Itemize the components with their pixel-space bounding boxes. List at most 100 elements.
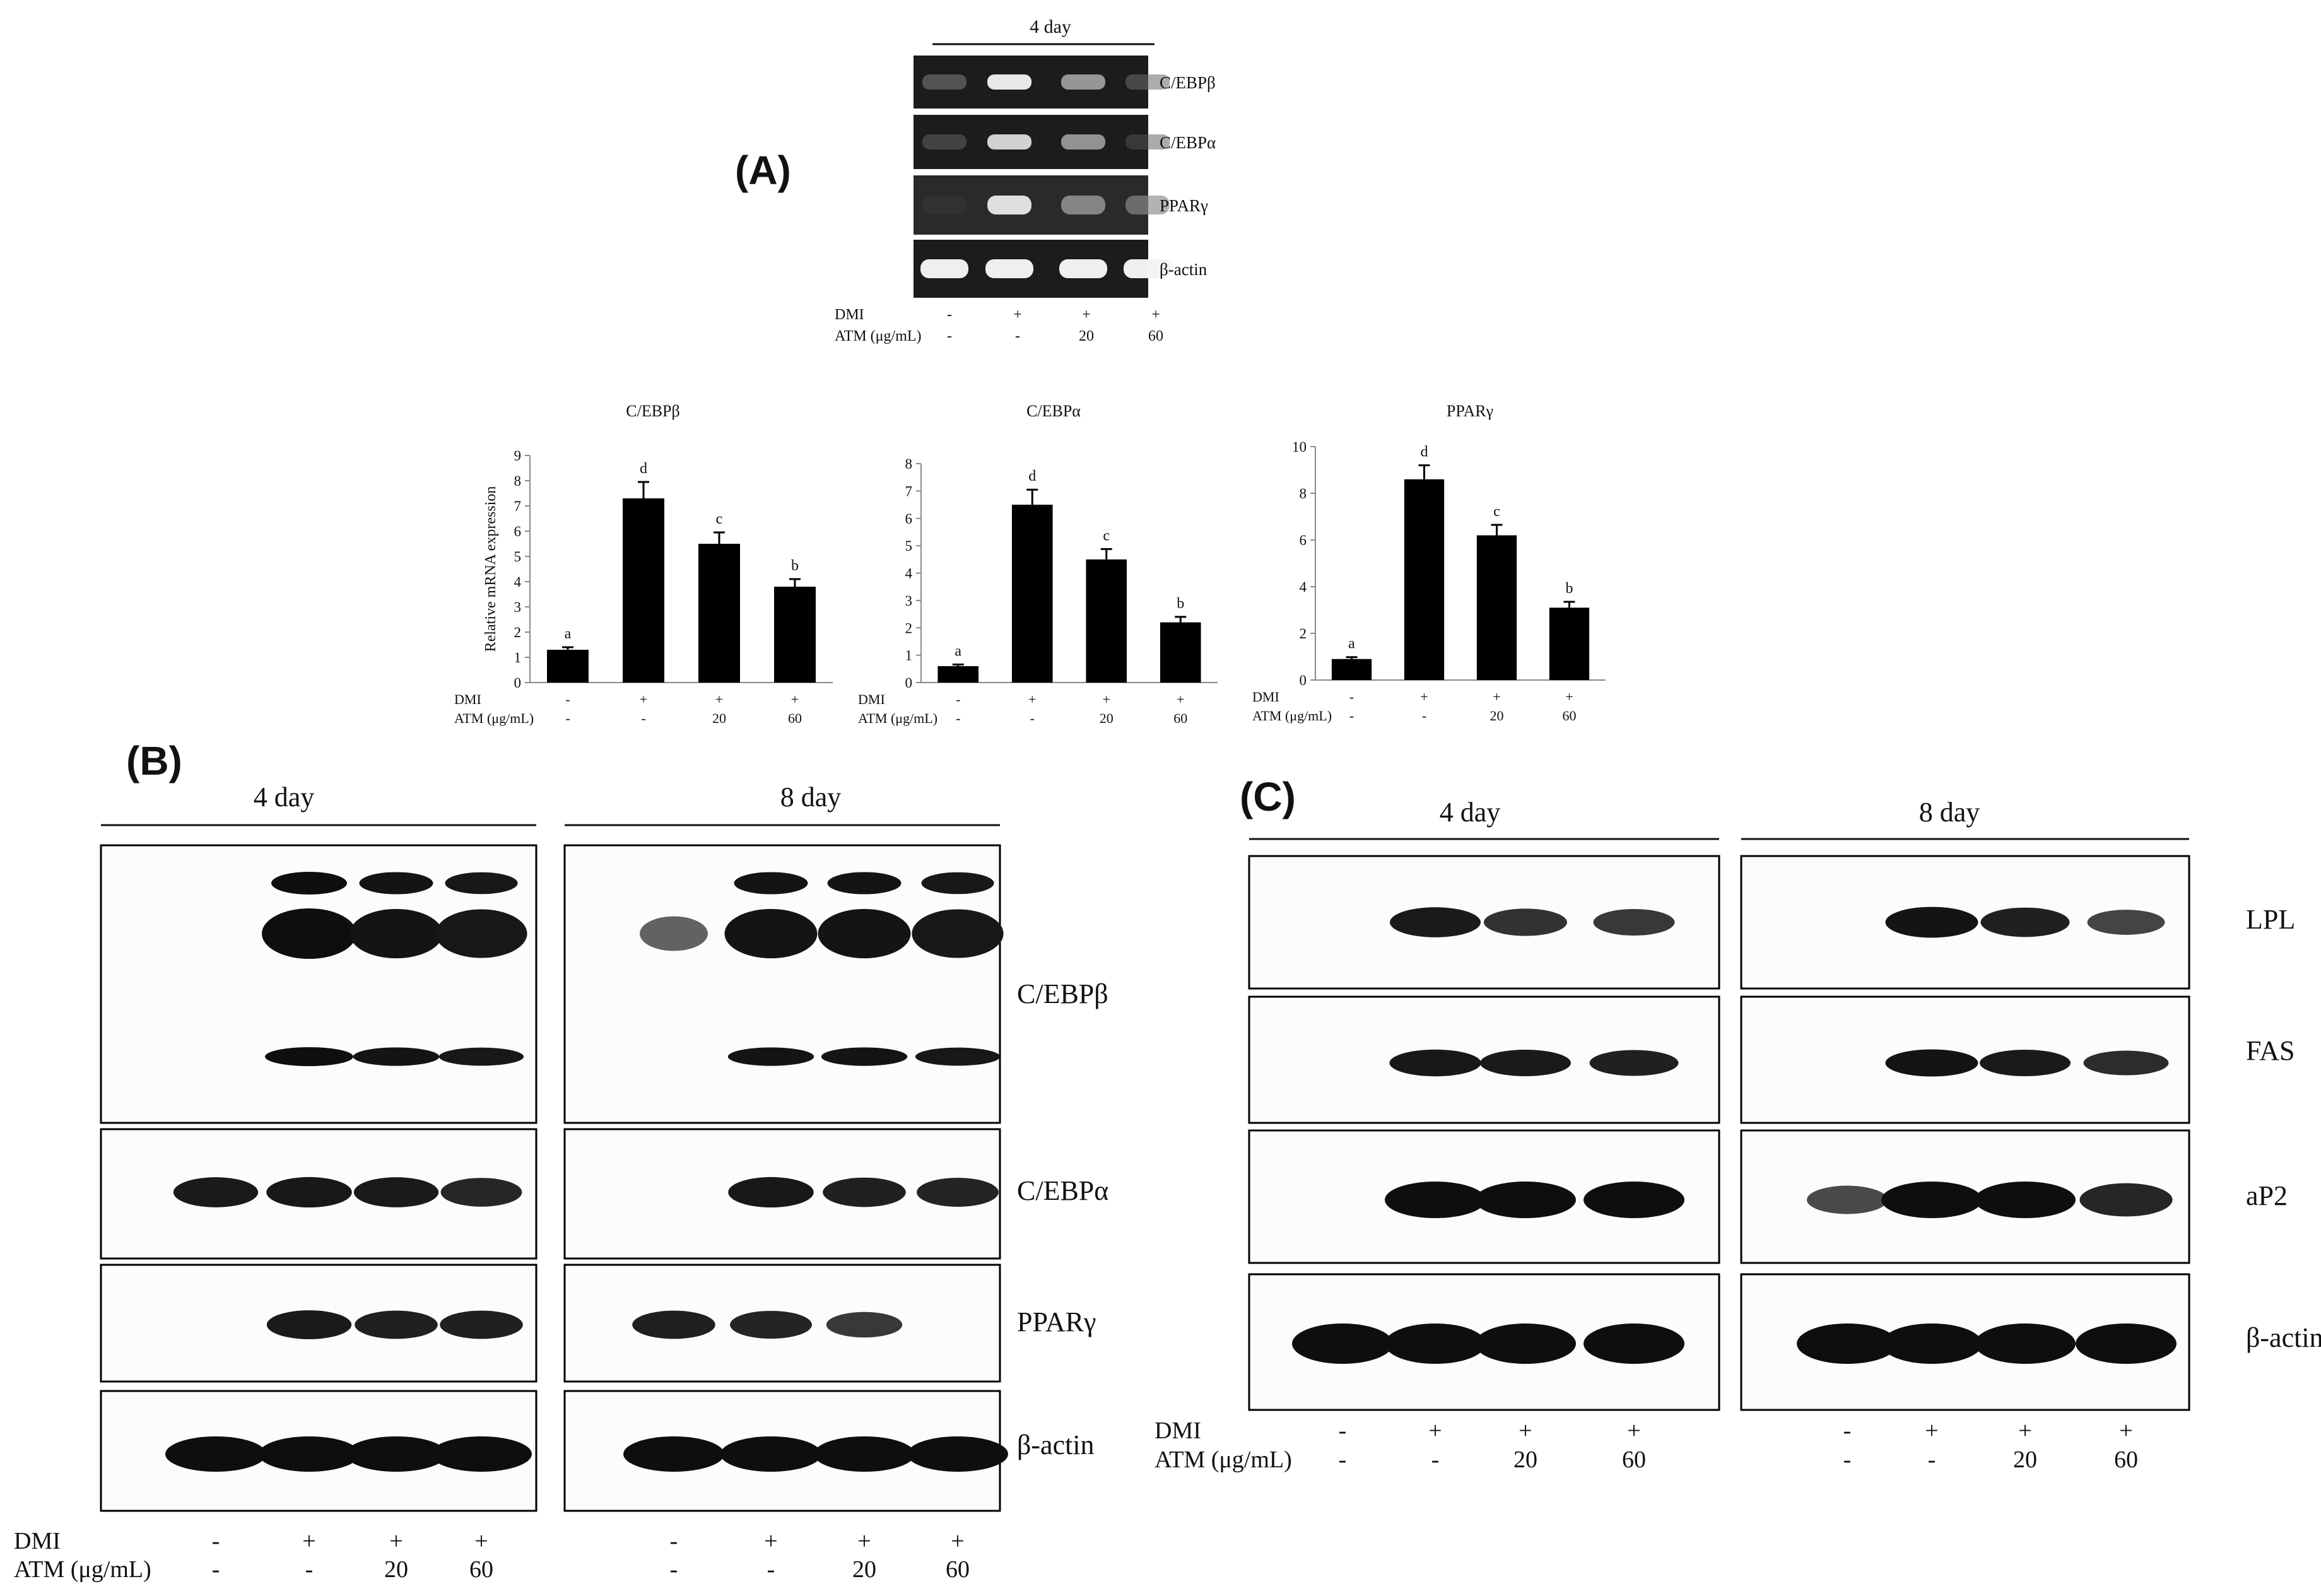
y-tick-label: 1: [514, 650, 522, 666]
chart-atm-value: 20: [712, 710, 726, 726]
significance-letter: c: [1493, 503, 1500, 520]
chart-title: PPARγ: [1447, 402, 1493, 420]
chart-dmi-value: +: [1420, 689, 1428, 705]
blot-band: [734, 872, 808, 895]
blot-day-label: 8 day: [1919, 797, 1980, 828]
blot-dmi-value: +: [474, 1528, 488, 1554]
gel-atm-value: 20: [1079, 328, 1094, 344]
blot-row-label: LPL: [2246, 904, 2295, 935]
blot-atm-value: 60: [946, 1556, 970, 1583]
blot-band: [2079, 1183, 2173, 1217]
blot-band: [915, 1047, 1001, 1066]
blot-band: [921, 872, 994, 895]
bar: [1011, 505, 1053, 683]
blot-band: [1593, 908, 1675, 936]
bar-chart: C/EBPβ Relative mRNA expression 0 1 2 3 4 5 6 7 8 9…: [454, 402, 833, 726]
chart-dmi-value: -: [565, 691, 570, 707]
significance-letter: a: [955, 643, 961, 659]
blot-dmi-value: +: [2119, 1417, 2132, 1444]
y-tick-label: 4: [905, 566, 913, 582]
blot-band: [907, 1436, 1008, 1472]
blot-band: [1589, 1050, 1679, 1076]
y-tick-label: 2: [514, 625, 522, 640]
chart-atm-label: ATM (μg/mL): [454, 710, 534, 726]
significance-letter: a: [565, 626, 572, 642]
gel-dmi-value: +: [1013, 307, 1022, 323]
significance-letter: a: [1348, 636, 1355, 652]
blot-band: [1475, 1323, 1576, 1364]
blot-band: [353, 1177, 439, 1207]
significance-letter: d: [1028, 468, 1036, 484]
blot-band: [438, 1047, 524, 1066]
gel-row: C/EBPβ: [914, 56, 1216, 109]
panel-b: (B) 4 day 8 day C/EBPβ C/EBPα PPARγ β-actin DM…: [14, 738, 1108, 1583]
blot-dmi-value: +: [764, 1528, 777, 1554]
blot-band: [912, 909, 1004, 958]
blot-atm-value: 60: [2114, 1446, 2138, 1473]
chart-dmi-value: +: [1565, 689, 1573, 705]
blot-band: [720, 1436, 821, 1472]
blot-band: [1480, 1049, 1571, 1077]
chart-dmi-value: +: [1028, 691, 1036, 707]
gel-row-label: β-actin: [1160, 260, 1208, 279]
blot-band: [346, 1436, 447, 1472]
blot-band: [350, 908, 443, 959]
y-tick-label: 8: [1300, 486, 1307, 502]
chart-atm-value: 60: [1563, 708, 1577, 724]
chart-dmi-value: +: [791, 691, 799, 707]
blot-band: [632, 1310, 715, 1339]
y-tick-label: 0: [514, 675, 522, 691]
bar: [1476, 535, 1517, 680]
blot-band: [823, 1177, 906, 1207]
blot-band: [1584, 1182, 1684, 1218]
gel-dmi-label: DMI: [835, 307, 864, 323]
gel-band: [1061, 134, 1105, 150]
chart-atm-value: 60: [788, 710, 802, 726]
blot-band: [724, 908, 818, 959]
bar: [1549, 607, 1590, 680]
blot-dmi-value: -: [670, 1528, 678, 1554]
gel-band: [985, 259, 1033, 278]
blot-row-label: PPARγ: [1017, 1306, 1096, 1337]
blot-band: [266, 1310, 352, 1339]
significance-letter: c: [716, 511, 723, 527]
gel-band: [922, 74, 967, 90]
blot-row-label: β-actin: [2246, 1322, 2321, 1353]
blot-band: [728, 1176, 814, 1208]
blot-atm-value: -: [670, 1556, 678, 1583]
blot-day-label: 4 day: [254, 782, 315, 813]
significance-letter: c: [1103, 527, 1110, 544]
gel-row-label: C/EBPα: [1160, 133, 1216, 152]
bar: [1404, 479, 1445, 680]
chart-atm-value: -: [1030, 710, 1035, 726]
gel-atm-value: -: [947, 328, 952, 344]
blot-day-label: 8 day: [780, 782, 842, 813]
blot-band: [1807, 1185, 1888, 1214]
blot-band: [259, 1436, 360, 1472]
chart-title: C/EBPα: [1026, 402, 1081, 420]
significance-letter: d: [1421, 444, 1428, 461]
gel-atm-value: 60: [1148, 328, 1163, 344]
blot-band: [173, 1177, 259, 1207]
blot-atm-value: 60: [469, 1556, 493, 1583]
blot-dmi-value: +: [1428, 1417, 1442, 1444]
blot-row-label: FAS: [2246, 1035, 2295, 1066]
gel-atm-label: ATM (μg/mL): [835, 328, 922, 344]
y-tick-label: 3: [905, 593, 913, 609]
chart-atm-value: -: [1349, 708, 1354, 724]
blot-atm-value: -: [1339, 1446, 1347, 1473]
blot-dmi-value: -: [1339, 1417, 1347, 1444]
gel-band: [1061, 74, 1105, 90]
blot-band: [814, 1436, 915, 1472]
bar: [623, 498, 664, 683]
blot-band: [730, 1310, 812, 1339]
blot-atm-value: -: [1928, 1446, 1936, 1473]
blot-row-label: aP2: [2246, 1180, 2288, 1211]
chart-atm-value: -: [641, 710, 645, 726]
gel-dmi-value: +: [1082, 307, 1091, 323]
y-tick-label: 8: [514, 473, 522, 489]
blot-atm-value: -: [1843, 1446, 1852, 1473]
blot-dmi-value: +: [1925, 1417, 1938, 1444]
gel-band: [987, 74, 1031, 90]
bar: [547, 650, 589, 683]
